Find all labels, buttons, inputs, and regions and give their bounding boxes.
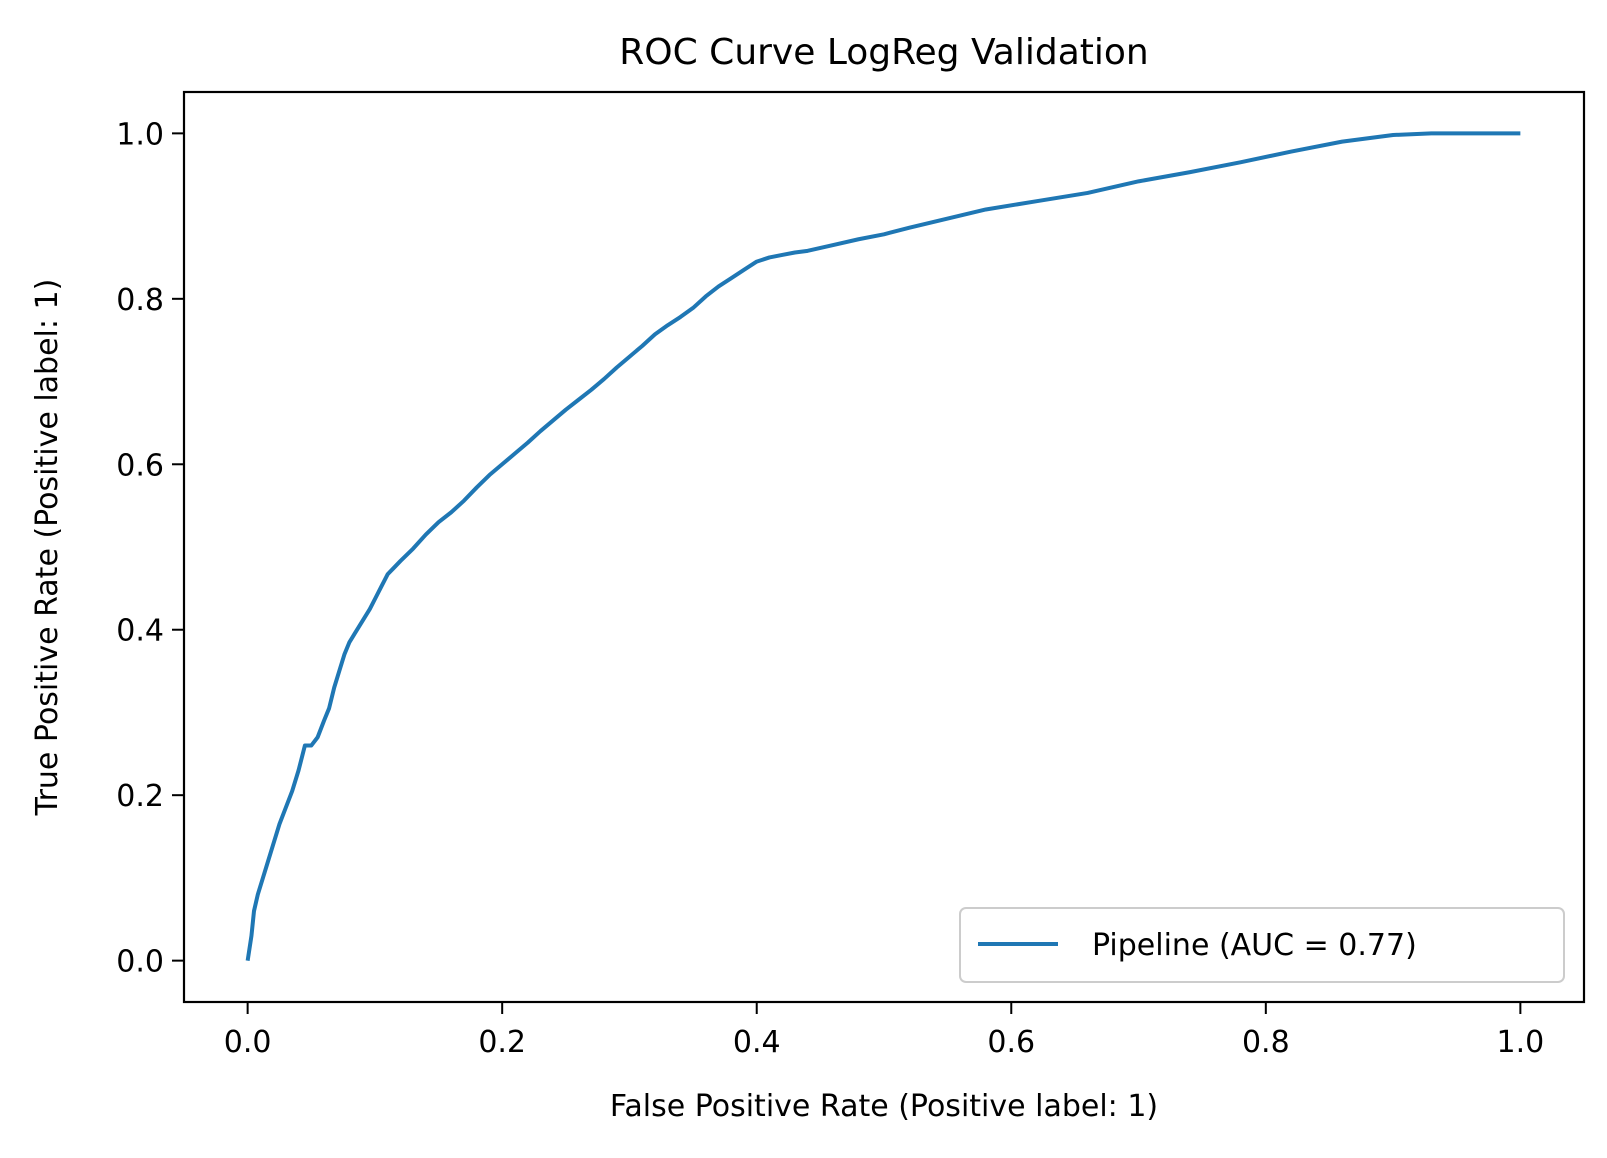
- y-tick-label: 1.0: [116, 117, 164, 152]
- x-tick-label: 0.6: [987, 1025, 1035, 1060]
- legend-frame: [959, 907, 1565, 983]
- y-tick-label: 0.6: [116, 448, 164, 483]
- y-tick-label: 0.2: [116, 779, 164, 814]
- y-tick-label: 0.4: [116, 614, 164, 649]
- y-tick-label: 0.8: [116, 283, 164, 318]
- y-tick-label: 0.0: [116, 945, 164, 980]
- x-tick-label: 0.8: [1242, 1025, 1290, 1060]
- y-axis-ticks: 0.0 0.2 0.4 0.6 0.8 1.0: [116, 117, 184, 980]
- plot-area-frame: [182, 90, 1586, 1004]
- chart-title: ROC Curve LogReg Validation: [619, 32, 1149, 73]
- legend-entry-label: Pipeline (AUC = 0.77): [1092, 928, 1417, 963]
- legend: Pipeline (AUC = 0.77): [959, 907, 1565, 983]
- y-axis-label: True Positive Rate (Positive label: 1): [30, 279, 65, 817]
- x-tick-label: 0.2: [478, 1025, 526, 1060]
- x-tick-label: 1.0: [1497, 1025, 1545, 1060]
- roc-curve-line: [245, 131, 1521, 961]
- x-axis-ticks: 0.0 0.2 0.4 0.6 0.8 1.0: [224, 1002, 1544, 1060]
- x-axis-label: False Positive Rate (Positive label: 1): [610, 1089, 1158, 1124]
- x-tick-label: 0.4: [733, 1025, 781, 1060]
- x-tick-label: 0.0: [224, 1025, 272, 1060]
- series-layer: [245, 131, 1521, 961]
